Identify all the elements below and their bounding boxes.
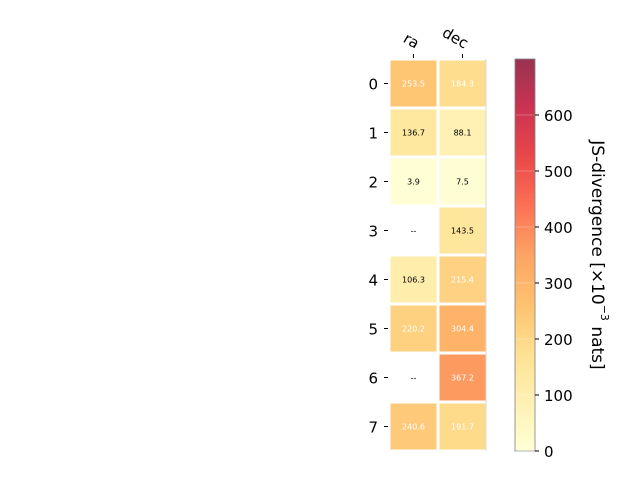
x-tick-label: dec [439,23,471,52]
heatmap-cell [439,109,486,156]
colorbar-gradient [514,58,536,452]
heatmap-cell [439,305,486,352]
y-tick-label: 7 [368,419,378,437]
cell-value-label: 367.2 [451,374,474,383]
heatmap-cell [439,158,486,205]
cell-value-label: 240.6 [402,423,425,432]
y-tick-label: 4 [368,272,378,290]
colorbar-tick-label: 400 [544,219,573,237]
colorbar-tick-label: 600 [544,107,573,125]
cell-value-label: 191.7 [451,423,474,432]
colorbar-label-end: nats] [587,321,607,370]
colorbar-tick-label: 200 [544,331,573,349]
colorbar-label: JS-divergence [×10−3 nats] [587,139,611,369]
x-tick-label: ra [400,29,422,52]
heatmap-cell [390,60,437,107]
y-tick-label: 6 [368,370,378,388]
cell-value-label: 106.3 [402,276,425,285]
cell-value-label: 7.5 [456,178,469,187]
y-tick-label: 1 [368,125,378,143]
heatmap-cell [439,256,486,303]
cell-value-label: 143.5 [451,227,474,236]
heatmap-cell [390,305,437,352]
cell-value-label: -- [411,227,417,236]
cell-value-label: 184.3 [451,80,474,89]
cell-value-label: 136.7 [402,129,425,138]
colorbar-label-main: JS-divergence [×10 [587,139,607,304]
cell-value-label: 304.4 [451,325,474,334]
y-tick-label: 5 [368,321,378,339]
heatmap-cell [390,256,437,303]
cell-value-label: 215.4 [451,276,474,285]
cell-value-label: 3.9 [407,178,420,187]
colorbar-tick-label: 0 [544,443,554,461]
cell-value-label: 220.2 [402,325,425,334]
colorbar: 0 100 200 300 400 500 600 [514,58,573,461]
cell-value-label: 253.5 [402,80,425,89]
colorbar-tick-label: 100 [544,387,573,405]
heatmap-cell [439,403,486,450]
heatmap-cell [390,109,437,156]
cell-value-label: 88.1 [454,129,472,138]
heatmap: 253.5 184.3 136.7 88.1 3.9 7.5 -- 143.5 106.3 215… [390,60,486,450]
heatmap-cell [439,60,486,107]
heatmap-cell [390,158,437,205]
cell-value-label: -- [411,374,417,383]
y-tick-label: 0 [368,76,378,94]
colorbar-tick-label: 500 [544,163,573,181]
colorbar-tick-label: 300 [544,275,573,293]
colorbar-label-exponent: −3 [598,305,611,321]
y-tick-label: 3 [368,223,378,241]
heatmap-cell [439,354,486,401]
heatmap-cell [390,403,437,450]
heatmap-cell [439,207,486,254]
y-tick-label: 2 [368,174,378,192]
